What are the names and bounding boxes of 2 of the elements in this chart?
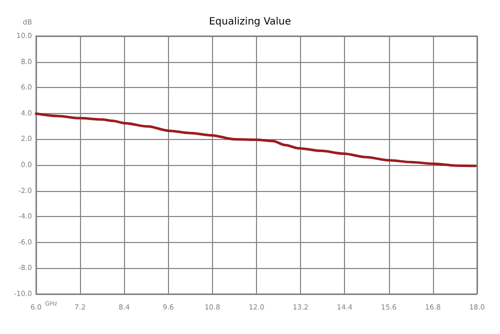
line-series <box>34 112 477 168</box>
chart-title: Equalizing Value <box>208 16 292 28</box>
